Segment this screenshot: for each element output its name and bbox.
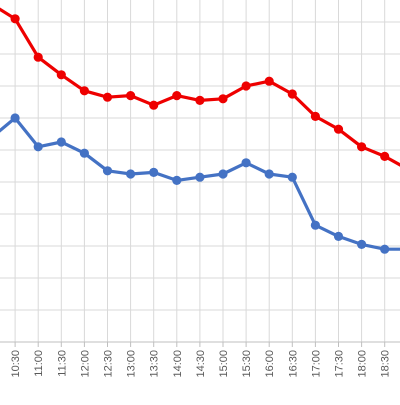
x-tick-label: 14:00 [172, 350, 184, 378]
x-tick-label: 12:30 [103, 350, 115, 378]
x-tick-label: 15:00 [218, 350, 230, 378]
data-point [102, 166, 113, 176]
data-point [195, 95, 205, 105]
data-point [264, 169, 274, 179]
data-point [172, 175, 182, 185]
x-tick-label: 17:00 [310, 350, 322, 378]
data-point [357, 142, 367, 152]
data-point [33, 52, 43, 62]
x-tick-label: 13:00 [126, 350, 138, 378]
x-tick-label: 14:30 [195, 350, 207, 378]
x-tick-label: 17:30 [334, 350, 346, 378]
data-point [56, 70, 66, 80]
data-point [310, 220, 320, 230]
data-point [172, 91, 182, 101]
x-tick-label: 11:30 [56, 350, 68, 377]
data-point [241, 81, 251, 91]
series-2 [0, 113, 400, 254]
x-tick-label: 10:30 [10, 350, 22, 378]
data-point [357, 239, 367, 249]
data-point [10, 14, 20, 24]
x-tick-label: 18:30 [380, 350, 392, 378]
x-tick-label: 11:00 [33, 350, 45, 377]
data-point [126, 91, 136, 101]
data-point [79, 148, 89, 158]
data-point [149, 167, 159, 177]
x-tick-label: 16:30 [287, 350, 299, 378]
series-layer [0, 7, 400, 254]
data-point [218, 169, 228, 179]
x-tick-label: 12:00 [79, 350, 91, 378]
data-point [79, 86, 89, 96]
data-point [310, 111, 320, 121]
x-tick-label: 16:00 [264, 350, 276, 378]
data-point [333, 124, 344, 134]
data-point [333, 231, 344, 241]
x-tick-labels: 10:30 11:00 11:30 12:00 12:30 13:00 13:30 14:00… [10, 350, 392, 378]
x-tick-label: 13:30 [149, 350, 161, 378]
data-point [33, 142, 43, 152]
data-point [56, 137, 66, 147]
data-point [149, 100, 159, 110]
x-axis [0, 341, 400, 347]
series-1 [0, 7, 400, 167]
data-point [380, 244, 390, 254]
data-point [126, 169, 136, 179]
x-tick-label: 18:00 [357, 350, 369, 378]
data-point [287, 89, 297, 99]
data-point [287, 172, 297, 182]
data-point [380, 151, 390, 161]
data-point [10, 113, 20, 123]
x-tick-label: 15:30 [241, 350, 253, 378]
data-point [218, 94, 228, 104]
data-point [195, 172, 205, 182]
data-point [264, 76, 274, 86]
data-point [241, 158, 251, 168]
data-point [102, 92, 113, 102]
